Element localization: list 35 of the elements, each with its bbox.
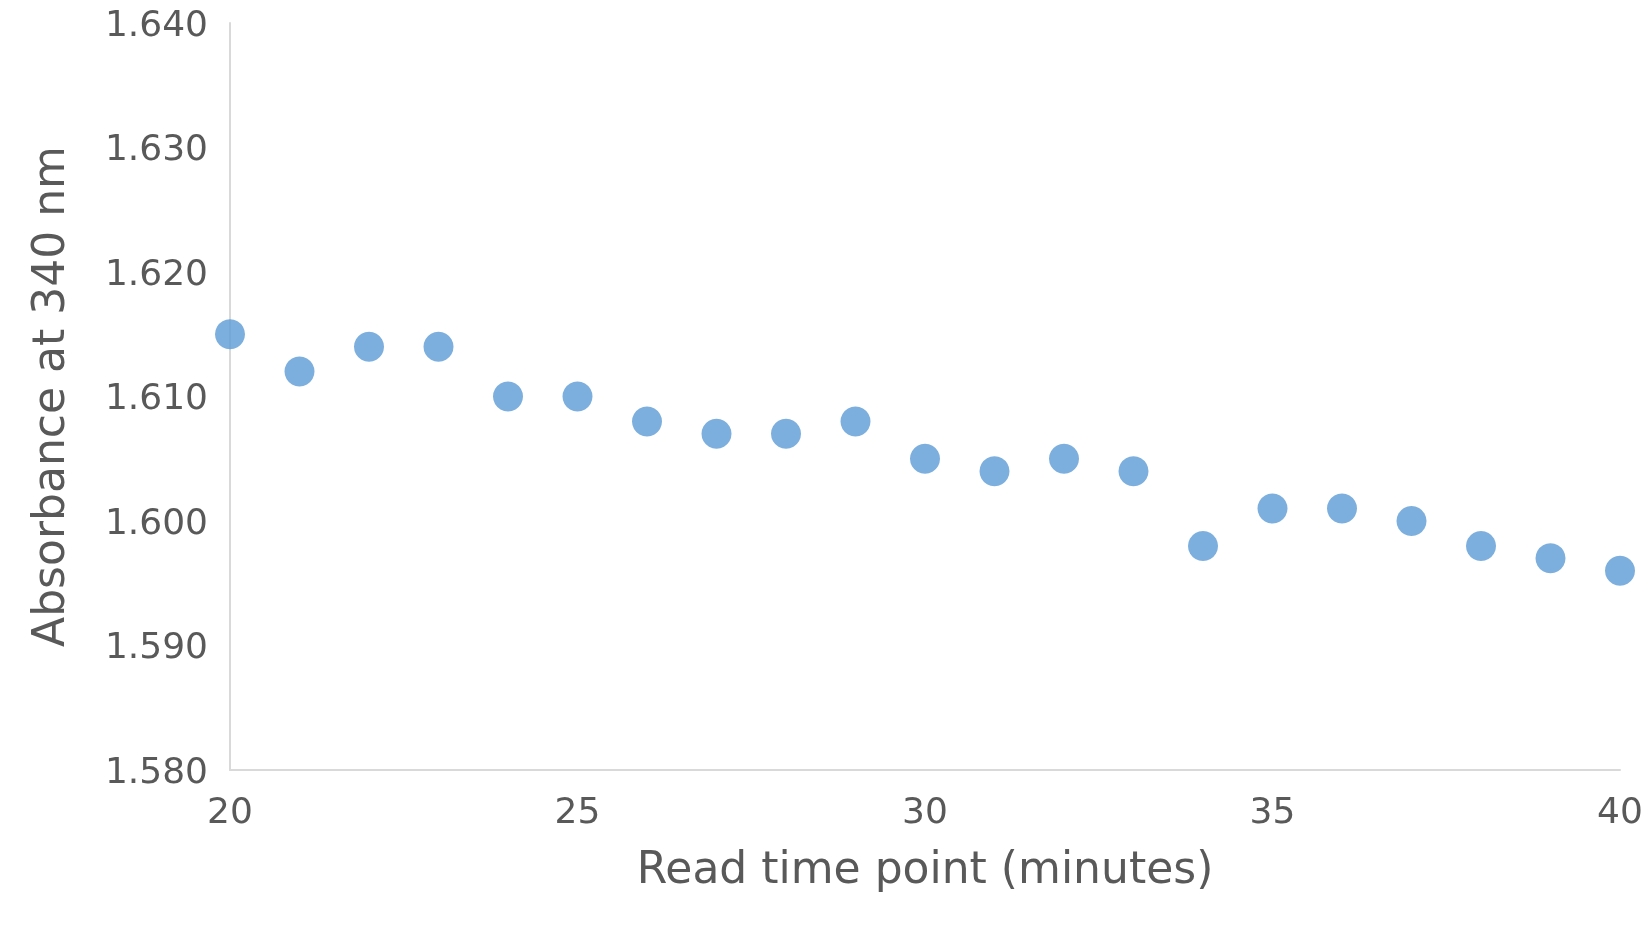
x-tick-label: 20: [207, 789, 253, 831]
x-tick-label: 40: [1597, 789, 1643, 831]
point: [1396, 506, 1427, 536]
y-tick-label: 1.630: [104, 127, 208, 168]
point: [1188, 530, 1218, 561]
point: [354, 331, 384, 362]
y-tick-label: 1.580: [104, 749, 208, 791]
y-axis-title: Absorbance at 340 nm: [22, 146, 74, 647]
point: [910, 443, 940, 474]
y-tick-label: 1.620: [104, 251, 208, 293]
x-tick-label: 25: [554, 789, 601, 831]
point: [701, 418, 732, 449]
y-tick-label: 1.600: [104, 500, 208, 542]
point: [979, 456, 1010, 487]
point: [284, 356, 315, 387]
point: [840, 406, 871, 437]
point: [1327, 493, 1357, 524]
point: [632, 406, 662, 437]
point: [771, 418, 801, 449]
point: [215, 319, 245, 350]
point: [1605, 555, 1635, 586]
y-tick-label: 1.610: [104, 376, 208, 417]
point: [493, 381, 523, 412]
point: [1466, 530, 1496, 561]
point: [1049, 443, 1079, 474]
point: [1257, 493, 1288, 524]
x-axis-title: Read time point (minutes): [636, 841, 1214, 893]
x-tick-label: 35: [1249, 789, 1296, 831]
y-tick-label: 1.590: [104, 625, 208, 666]
point: [1535, 543, 1566, 574]
point: [423, 331, 454, 362]
point: [562, 381, 593, 412]
point: [1118, 456, 1149, 487]
y-tick-label: 1.640: [104, 2, 208, 44]
x-tick-label: 30: [902, 789, 948, 831]
